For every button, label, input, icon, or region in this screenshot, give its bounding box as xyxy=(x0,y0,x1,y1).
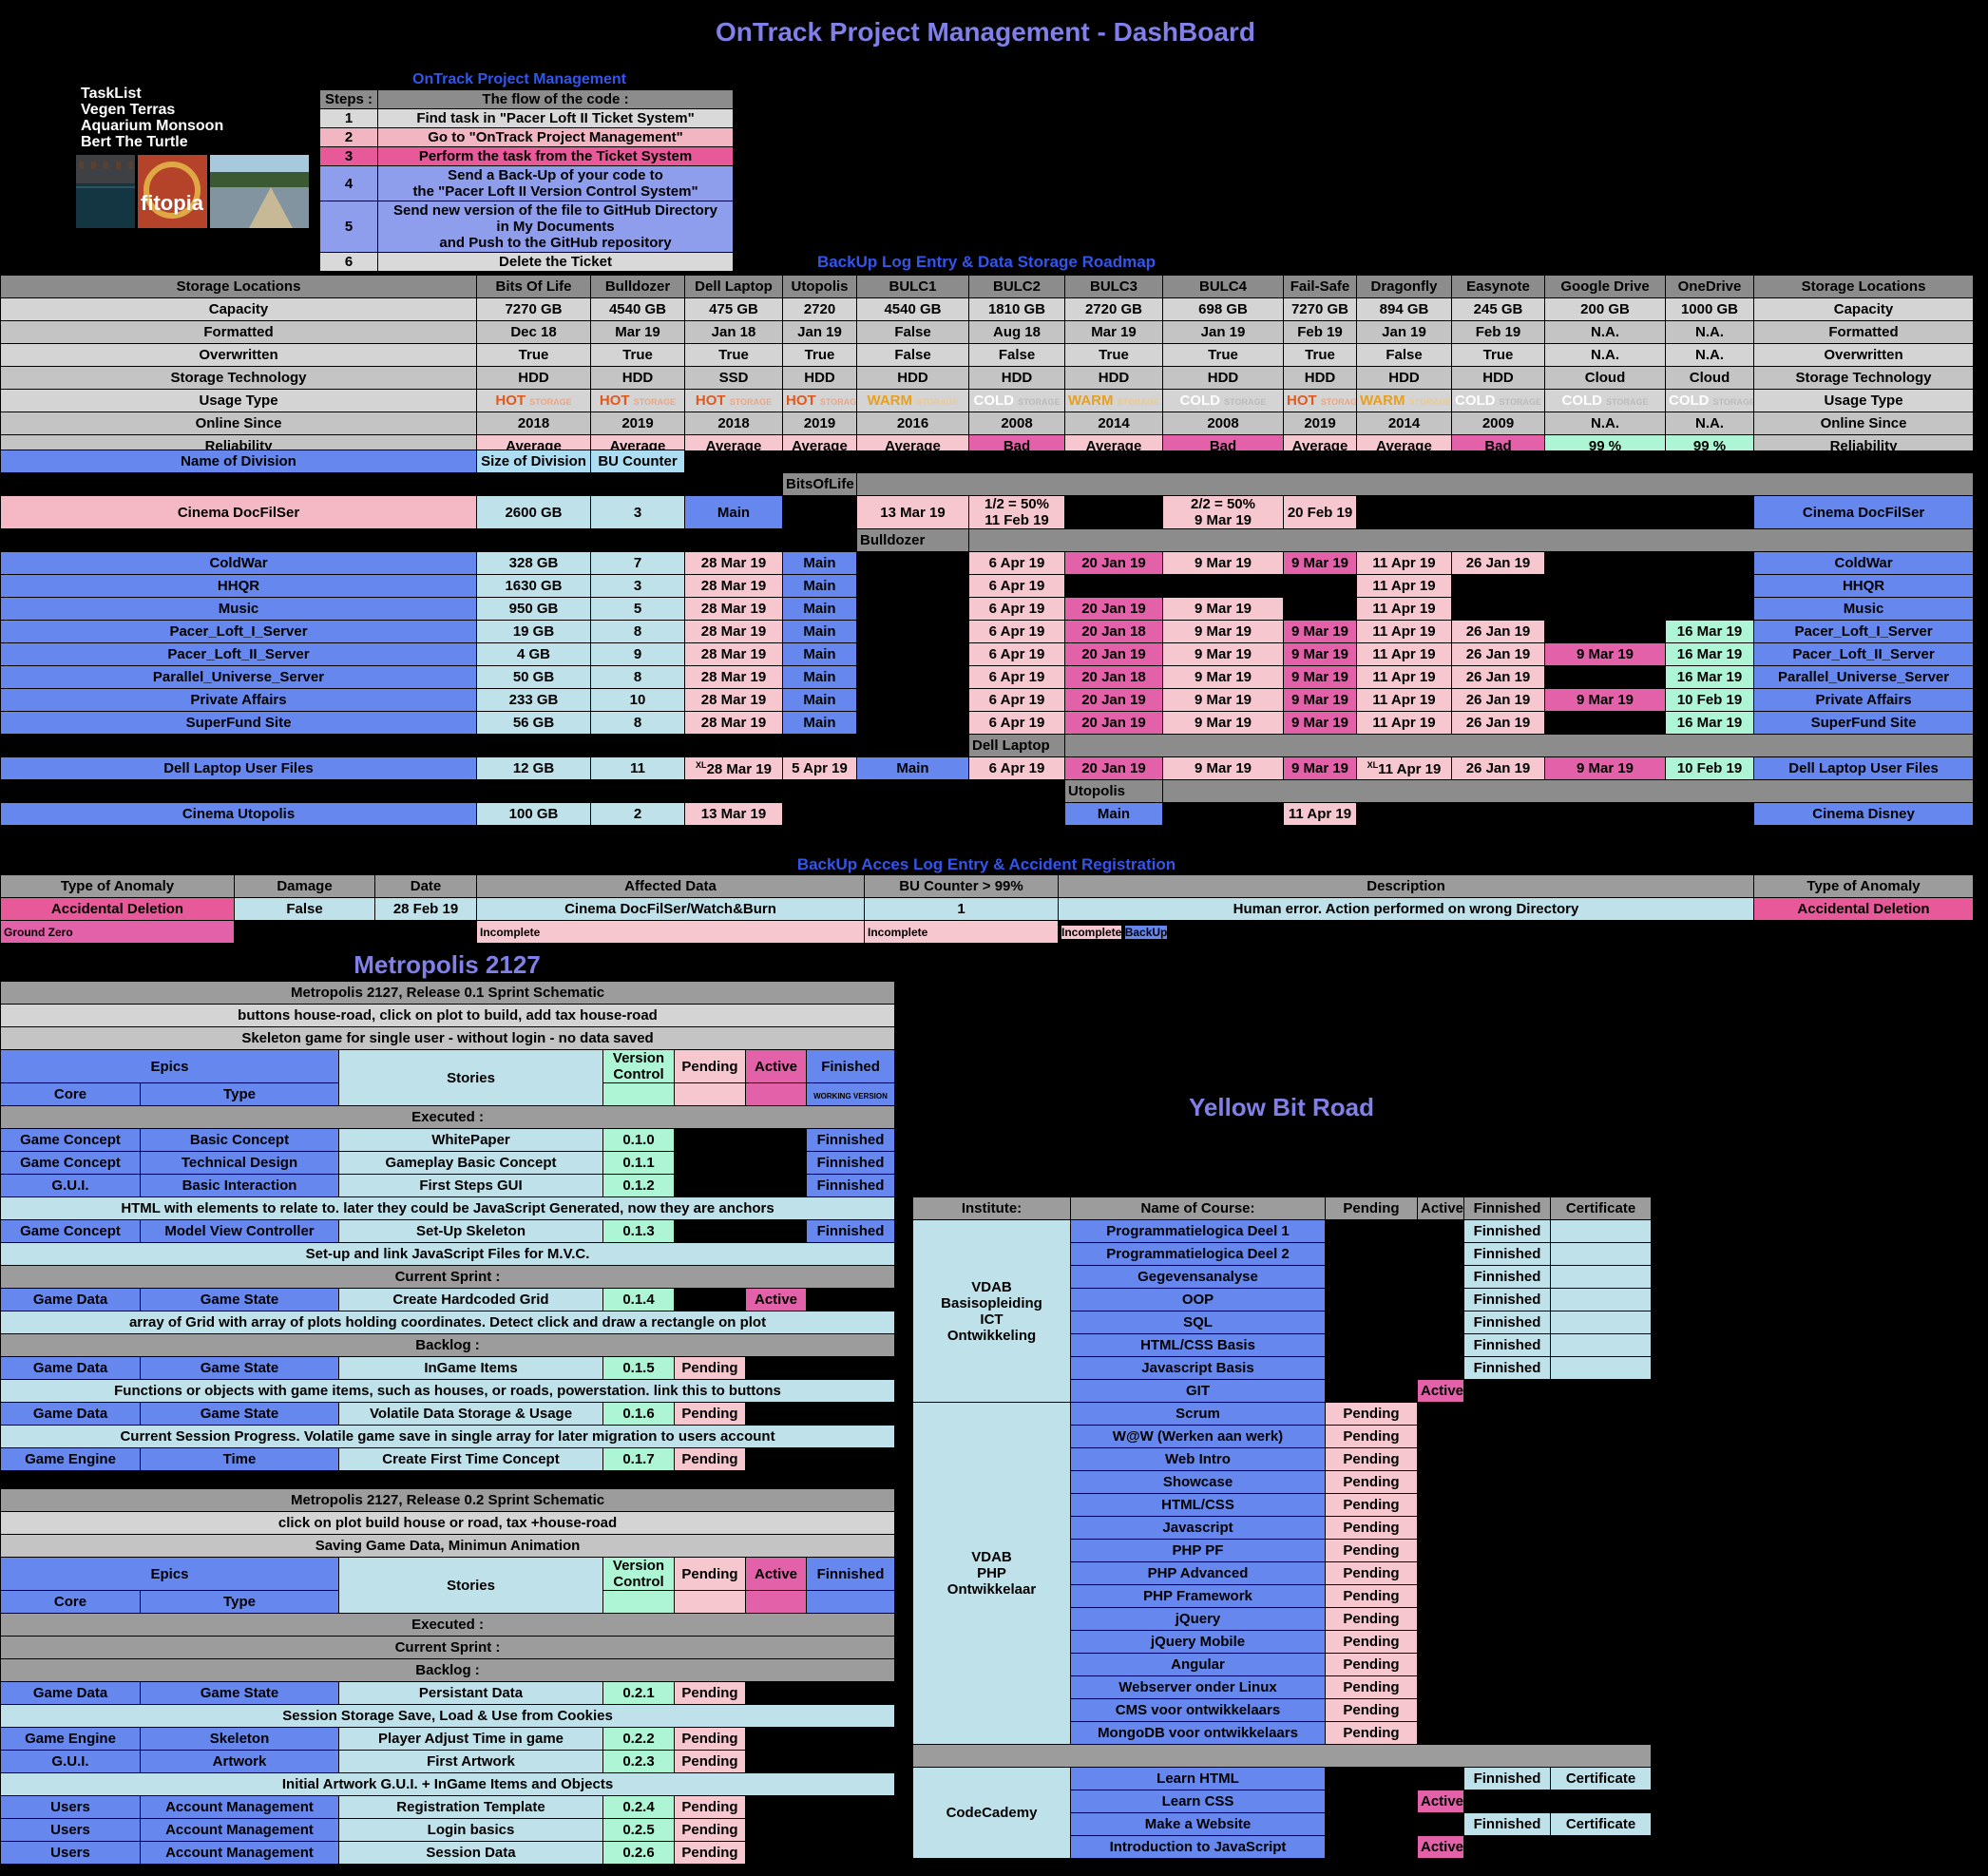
svg-text:fitopia: fitopia xyxy=(141,191,204,215)
